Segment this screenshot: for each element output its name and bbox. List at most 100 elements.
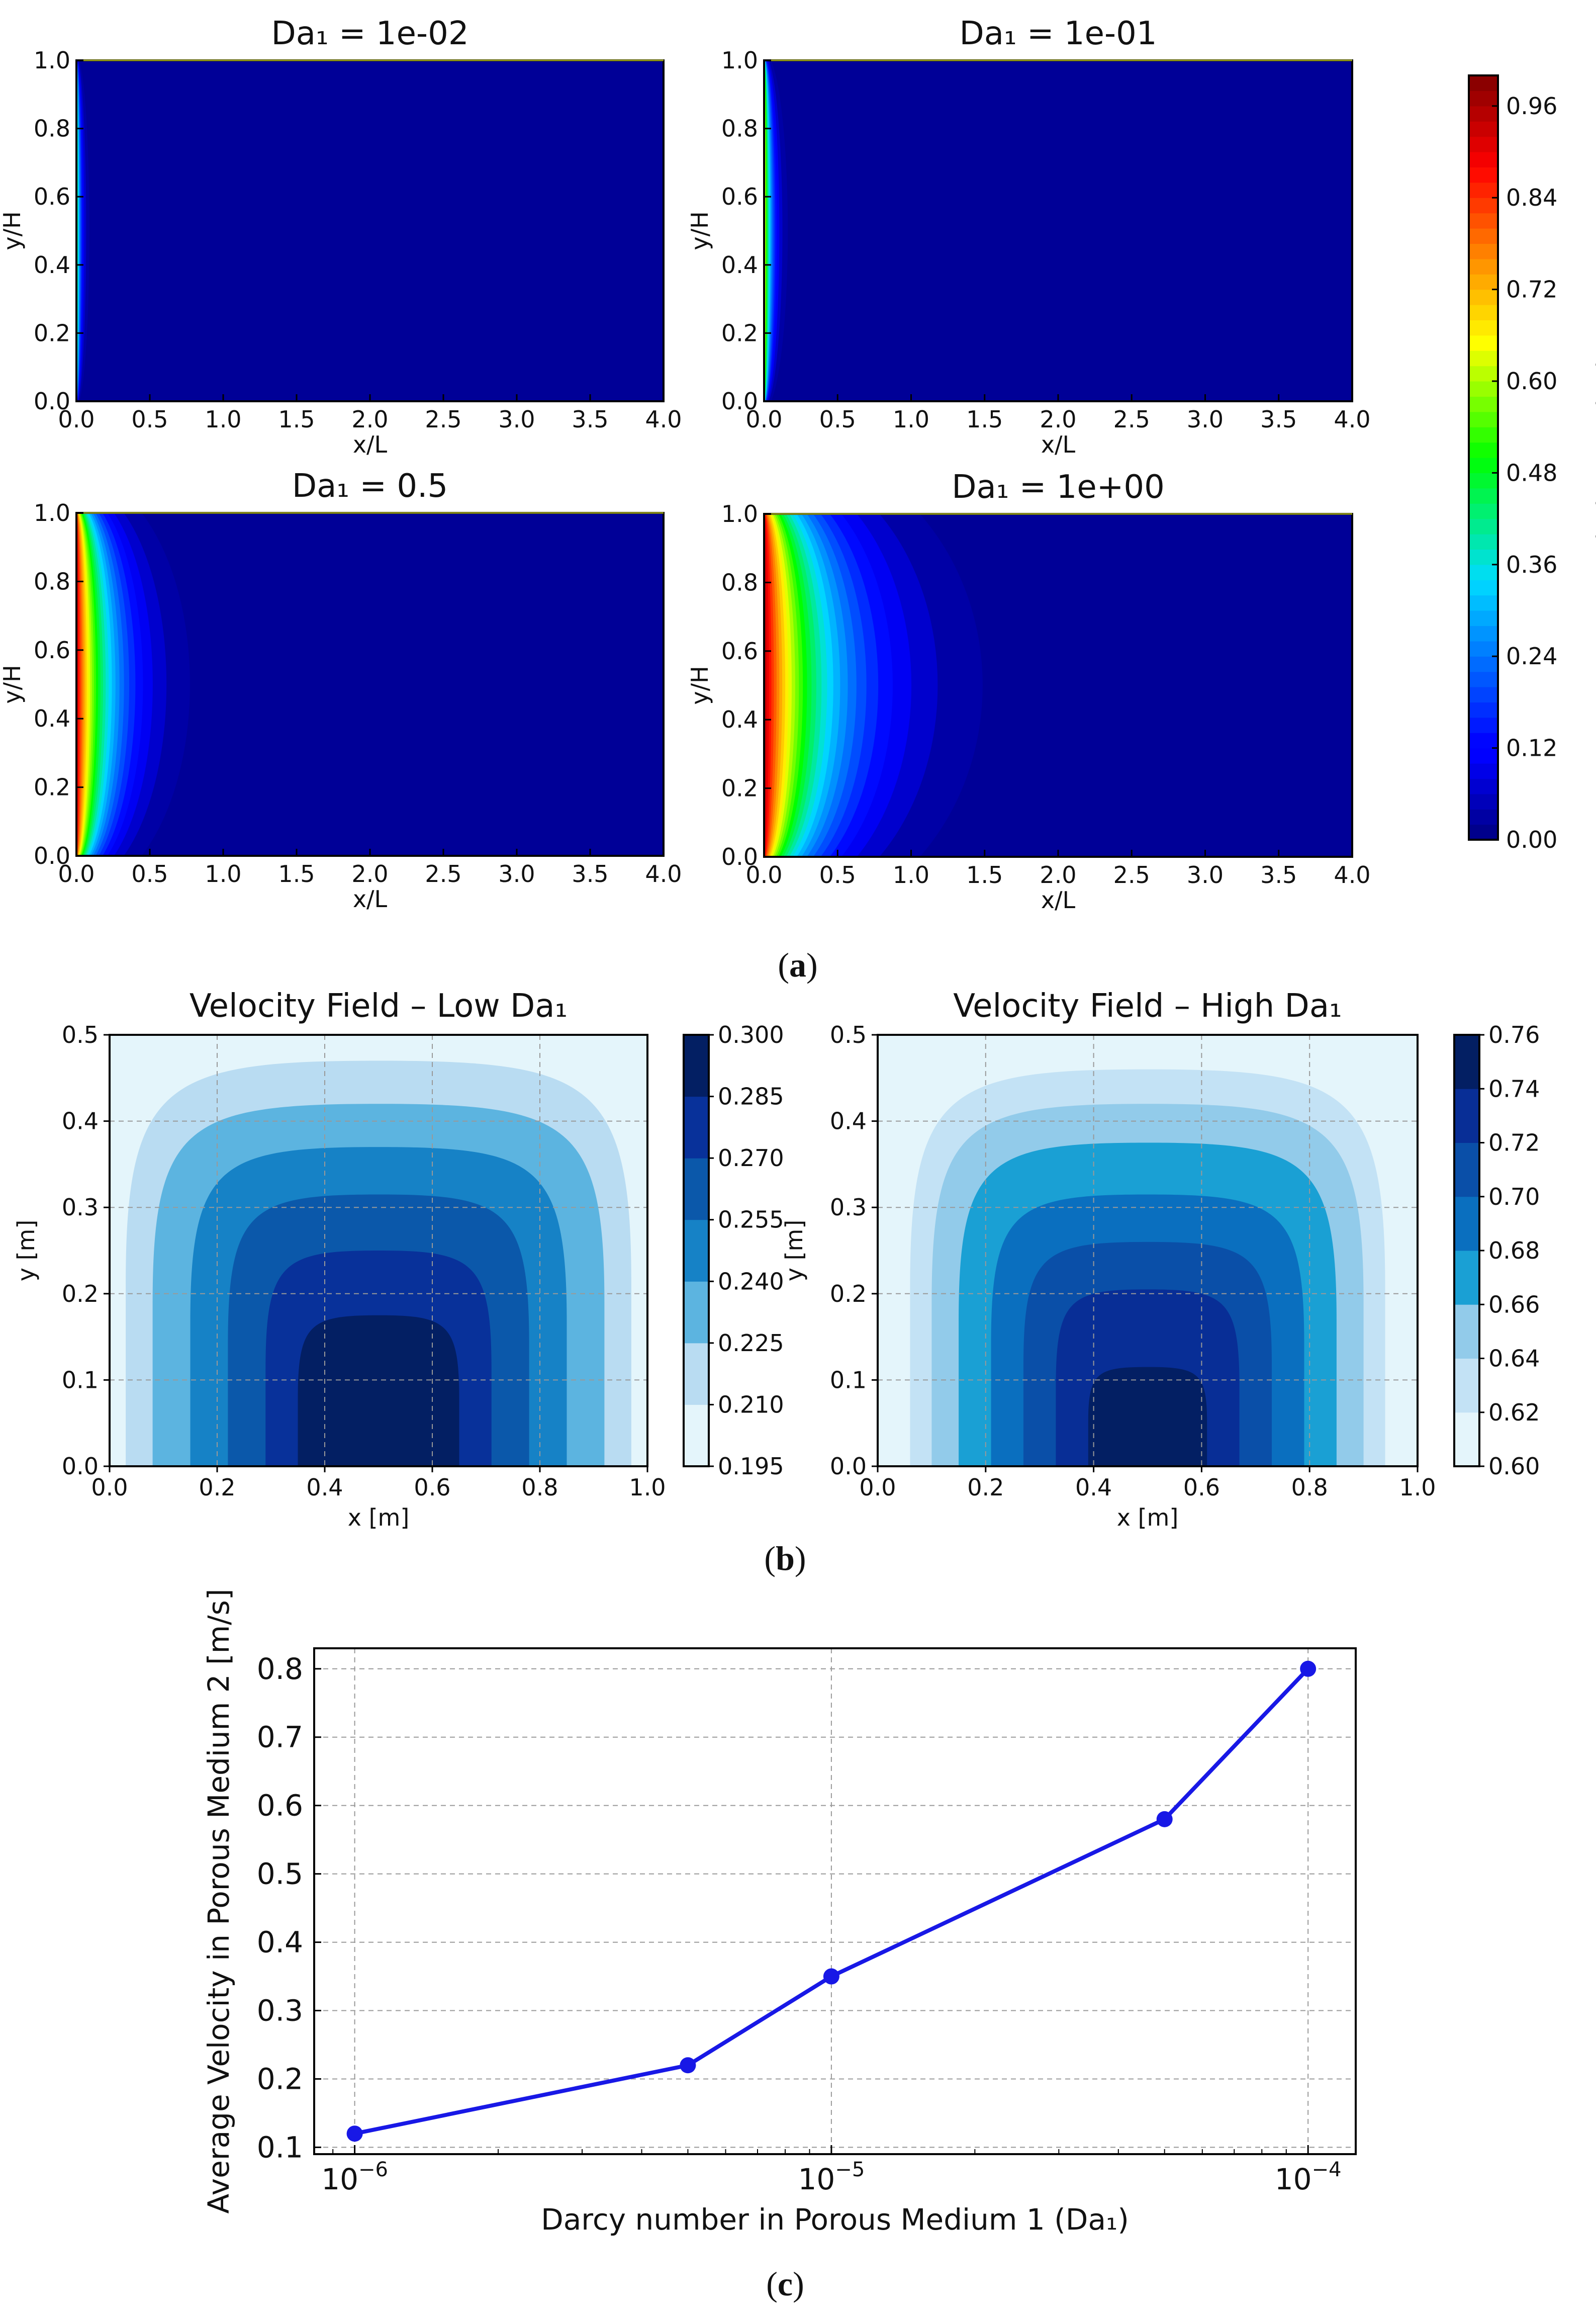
colorbar-band xyxy=(1469,305,1498,320)
colorbar-tick-label: 0.96 xyxy=(1506,93,1557,120)
data-point xyxy=(1156,1811,1173,1827)
colorbar-tick-label: 0.60 xyxy=(1488,1453,1540,1480)
x-tick-label: 0.4 xyxy=(306,1474,343,1501)
plot-background xyxy=(76,60,664,401)
y-tick-label: 0.0 xyxy=(721,843,758,870)
colorbar-band xyxy=(1469,243,1498,259)
x-tick-label: 1.0 xyxy=(205,860,241,888)
chart-title: Da₁ = 1e+00 xyxy=(952,469,1165,506)
y-tick-label: 0.0 xyxy=(34,842,70,869)
x-tick-label: 0.0 xyxy=(745,406,782,433)
x-tick-label: 0.0 xyxy=(58,860,95,888)
x-tick-label: 3.5 xyxy=(572,860,608,888)
colorbar-band xyxy=(1469,258,1498,275)
heatmap-da-1e00: 0.0 0.5 1.0 1.5 2.0 2.5 3.0 3.5 4.0 0.0 0.2 0.4 0.6 0… xyxy=(686,469,1371,914)
x-tick-label: 0.2 xyxy=(199,1474,235,1501)
colorbar-band xyxy=(684,1343,709,1405)
colorbar-tick-label: 0.62 xyxy=(1488,1399,1540,1426)
x-tick-label: 0.5 xyxy=(131,406,168,433)
x-tick-label: 0.5 xyxy=(131,860,168,888)
plot-background xyxy=(314,1648,1356,2154)
x-tick-exponent: −6 xyxy=(358,2158,388,2181)
colorbar-band xyxy=(684,1096,709,1159)
y-tick-label: 0.2 xyxy=(34,774,70,801)
y-tick-label: 0.4 xyxy=(62,1108,99,1135)
y-tick-label: 0.4 xyxy=(721,251,758,279)
y-tick-label: 0.2 xyxy=(34,319,70,346)
data-point xyxy=(346,2125,363,2142)
colorbar-band xyxy=(1469,228,1498,244)
colorbar-tick-label: 0.68 xyxy=(1488,1237,1540,1264)
caption-b: (b) xyxy=(764,1539,806,1577)
x-tick-label: 0.5 xyxy=(819,406,856,433)
data-point xyxy=(680,2057,696,2074)
colorbar-tick-label: 0.64 xyxy=(1488,1345,1540,1372)
colorbar-band xyxy=(1454,1089,1479,1143)
x-tick-base: 10 xyxy=(1275,2162,1312,2196)
x-tick-label: 1.0 xyxy=(205,406,241,433)
colorbar-band xyxy=(1469,763,1498,779)
y-axis-label: y [m] xyxy=(781,1220,808,1282)
x-tick-label: 0.4 xyxy=(1075,1474,1112,1501)
x-tick-label: 0.0 xyxy=(745,861,782,889)
x-tick-label: 1.5 xyxy=(278,406,315,433)
chart-title: Da₁ = 1e-01 xyxy=(959,15,1157,52)
x-tick-label: 2.0 xyxy=(351,860,388,888)
colorbar-tick-label: 0.60 xyxy=(1506,368,1557,395)
x-tick-label: 0.5 xyxy=(819,861,856,889)
colorbar-tick-label: 0.210 xyxy=(718,1391,784,1418)
colorbar-band xyxy=(1469,320,1498,336)
y-tick-label: 0.2 xyxy=(721,775,758,802)
x-tick-label: 4.0 xyxy=(645,860,682,888)
colorbar-band xyxy=(1469,503,1498,519)
colorbar-band xyxy=(1469,702,1498,718)
colorbar-band xyxy=(684,1219,709,1282)
y-tick-label: 0.3 xyxy=(62,1194,99,1221)
y-tick-label: 0.1 xyxy=(257,2130,303,2164)
colorbar-tick-label: 0.72 xyxy=(1506,276,1557,303)
y-tick-label: 0.5 xyxy=(830,1021,867,1048)
y-tick-label: 0.4 xyxy=(721,706,758,733)
x-tick-label: 3.5 xyxy=(1260,861,1297,889)
colorbar-band xyxy=(684,1035,709,1097)
colorbar-label: Velocity Magnitude xyxy=(1592,347,1596,568)
colorbar-band xyxy=(1469,411,1498,427)
chart-title: Da₁ = 1e-02 xyxy=(271,15,468,52)
colorbar-band xyxy=(1469,335,1498,351)
y-tick-label: 0.6 xyxy=(257,1789,303,1823)
x-tick-label: 0.8 xyxy=(1291,1474,1328,1501)
x-tick-label: 0.0 xyxy=(58,406,95,433)
x-tick-label: 3.0 xyxy=(498,406,535,433)
colorbar-band xyxy=(1469,106,1498,122)
chart-title: Velocity Field – High Da₁ xyxy=(953,988,1342,1025)
colorbar-band xyxy=(1469,91,1498,107)
x-tick-exponent: −5 xyxy=(835,2158,865,2181)
x-tick-label: 2.0 xyxy=(1040,861,1076,889)
colorbar-band xyxy=(1469,626,1498,642)
x-tick-base: 10 xyxy=(798,2162,835,2196)
y-axis-label: Average Velocity in Porous Medium 2 [m/s… xyxy=(202,1589,236,2214)
colorbar-band xyxy=(1469,671,1498,687)
y-tick-label: 1.0 xyxy=(721,500,758,527)
y-tick-label: 0.3 xyxy=(830,1194,867,1221)
plot-frame xyxy=(877,1034,1419,1467)
colorbar-band xyxy=(1469,350,1498,367)
x-tick-label: 4.0 xyxy=(1334,861,1370,889)
y-tick-label: 0.6 xyxy=(34,183,70,210)
x-axis-label: x/L xyxy=(1041,886,1076,914)
y-tick-label: 0.1 xyxy=(62,1366,99,1393)
data-point xyxy=(1300,1660,1317,1677)
x-tick-label: 0.0 xyxy=(859,1474,896,1501)
colorbar-band xyxy=(1469,427,1498,443)
x-tick-label: 4.0 xyxy=(1334,406,1370,433)
colorbar-band xyxy=(1469,641,1498,657)
colorbar-band xyxy=(1454,1142,1479,1197)
colorbar-tick-label: 0.70 xyxy=(1488,1183,1540,1210)
colorbar-tick-label: 0.00 xyxy=(1506,826,1557,853)
colorbar-tick-label: 0.12 xyxy=(1506,735,1557,762)
colorbar-band xyxy=(1469,595,1498,611)
colorbar-tick-label: 0.255 xyxy=(718,1206,784,1233)
y-tick-label: 0.4 xyxy=(830,1108,867,1135)
x-tick-label: 1.5 xyxy=(966,406,1003,433)
